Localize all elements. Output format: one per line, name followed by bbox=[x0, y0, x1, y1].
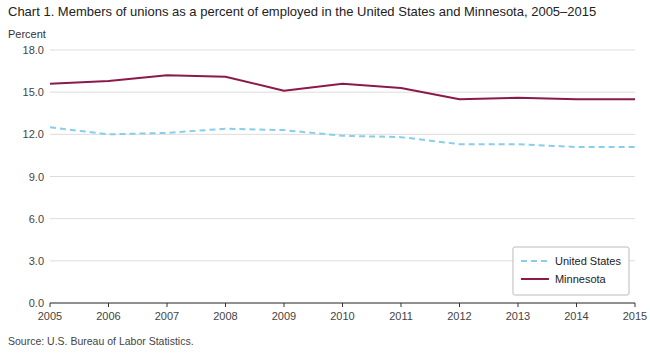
x-tick-label: 2007 bbox=[155, 310, 179, 322]
plot-area bbox=[50, 75, 635, 147]
x-tick bbox=[401, 303, 402, 307]
x-tick-label: 2014 bbox=[564, 310, 588, 322]
y-tick-label: 0.0 bbox=[29, 297, 44, 309]
series-line bbox=[50, 127, 635, 147]
x-tick-label: 2012 bbox=[447, 310, 471, 322]
legend-box bbox=[513, 247, 629, 295]
x-tick bbox=[225, 303, 226, 307]
grid-line bbox=[50, 50, 635, 51]
x-tick-label: 2006 bbox=[96, 310, 120, 322]
legend-swatch bbox=[521, 278, 549, 280]
grid-line bbox=[50, 218, 635, 219]
x-tick-label: 2008 bbox=[213, 310, 237, 322]
x-tick bbox=[635, 303, 636, 307]
x-tick-label: 2011 bbox=[389, 310, 413, 322]
y-axis-label: Percent bbox=[8, 28, 46, 40]
legend-label: United States bbox=[555, 255, 622, 267]
chart: Chart 1. Members of unions as a percent … bbox=[0, 0, 650, 353]
y-tick-label: 3.0 bbox=[29, 255, 44, 267]
grid-line bbox=[50, 92, 635, 93]
x-tick bbox=[518, 303, 519, 307]
x-tick bbox=[459, 303, 460, 307]
legend-swatch bbox=[521, 260, 549, 262]
title-line: Chart 1. Members of unions as a percent … bbox=[8, 4, 596, 19]
x-tick bbox=[50, 303, 51, 307]
x-tick-label: 2005 bbox=[38, 310, 62, 322]
x-tick-label: 2010 bbox=[330, 310, 354, 322]
title: Chart 1. Members of unions as a percent … bbox=[8, 4, 596, 19]
grid-line bbox=[50, 134, 635, 135]
x-tick bbox=[108, 303, 109, 307]
x-tick-label: 2009 bbox=[272, 310, 296, 322]
y-tick-label: 15.0 bbox=[23, 86, 44, 98]
x-tick-label: 2013 bbox=[506, 310, 530, 322]
y-tick-label: 18.0 bbox=[23, 44, 44, 56]
legend: United States Minnesota bbox=[513, 247, 629, 295]
x-tick bbox=[576, 303, 577, 307]
y-tick-label: 12.0 bbox=[23, 128, 44, 140]
legend-label: Minnesota bbox=[555, 273, 607, 285]
x-tick bbox=[284, 303, 285, 307]
x-tick bbox=[167, 303, 168, 307]
x-tick bbox=[342, 303, 343, 307]
y-tick-label: 6.0 bbox=[29, 213, 44, 225]
grid-line bbox=[50, 176, 635, 177]
series-line bbox=[50, 75, 635, 99]
source-note: Source: U.S. Bureau of Labor Statistics. bbox=[8, 335, 194, 347]
x-tick-label: 2015 bbox=[623, 310, 647, 322]
y-tick-label: 9.0 bbox=[29, 171, 44, 183]
